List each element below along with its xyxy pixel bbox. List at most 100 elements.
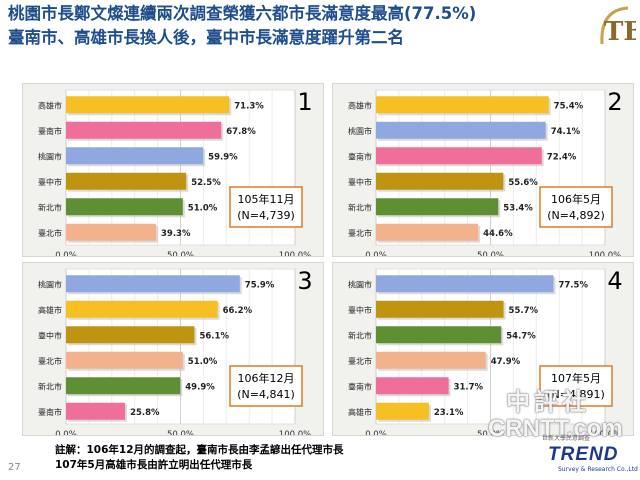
bar-臺中市 <box>66 326 195 344</box>
bar-高雄市 <box>66 96 230 114</box>
chart-2-svg: 高雄市 75.4% 桃園市 74.1% 臺南市 72.4% 臺中市 55.6% 新北市 53.4%… <box>348 88 623 256</box>
category-label: 新北市 <box>38 381 62 391</box>
bar-臺南市 <box>66 402 126 420</box>
value-label: 77.5% <box>558 280 588 290</box>
category-label: 臺北市 <box>348 228 372 238</box>
chart-4-svg: 桃園市 77.5% 臺中市 55.7% 新北市 54.7% 臺北市 47.9% 臺南市 31.7%… <box>348 267 623 435</box>
x-tick-label: 100.0% <box>589 251 621 256</box>
chart-panel-4: 桃園市 77.5% 臺中市 55.7% 新北市 54.7% 臺北市 47.9% 臺南市 31.7%… <box>332 262 634 436</box>
survey-date: 106年5月 <box>551 192 601 206</box>
category-label: 臺北市 <box>38 228 62 238</box>
category-label: 臺南市 <box>38 407 62 417</box>
value-label: 44.6% <box>483 229 513 239</box>
x-tick-label: 50.0% <box>477 251 504 256</box>
category-label: 臺中市 <box>38 177 62 187</box>
category-label: 新北市 <box>348 330 372 340</box>
survey-date-box <box>539 365 613 407</box>
survey-date-box <box>229 186 303 228</box>
panel-number: 1 <box>297 88 312 116</box>
page-title: 桃園市長鄭文燦連續兩次調查榮獲六都市長滿意度最高(77.5%) 臺南市、高雄市長… <box>8 2 598 50</box>
value-label: 67.8% <box>226 127 256 137</box>
value-label: 75.4% <box>554 101 584 111</box>
bar-新北市 <box>66 198 183 216</box>
watermark: 中評社 CRNTT.com <box>488 387 623 442</box>
bar-臺南市 <box>376 377 449 395</box>
category-label: 高雄市 <box>348 407 372 417</box>
value-label: 51.0% <box>188 203 218 213</box>
category-label: 臺南市 <box>348 381 372 391</box>
chart-panel-3: 桃園市 75.9% 高雄市 66.2% 臺中市 56.1% 臺北市 51.0% 新北市 49.9%… <box>22 262 324 436</box>
value-label: 71.3% <box>234 101 264 111</box>
x-tick-label: 0.0% <box>55 251 77 256</box>
bar-臺南市 <box>376 147 542 165</box>
chart-panel-1: 高雄市 71.3% 臺南市 67.8% 桃園市 59.9% 臺中市 52.5% 新北市 51.0%… <box>22 83 324 257</box>
trend-tagline: Survey & Research Co.,Ltd <box>558 466 638 473</box>
x-tick-label: 0.0% <box>365 251 387 256</box>
x-tick-label: 50.0% <box>477 430 504 435</box>
footnote: 註解：106年12月的調查起，臺南市長由李孟諺出任代理市長 107年5月高雄市長… <box>55 443 344 473</box>
bar-高雄市 <box>376 96 549 114</box>
value-label: 59.9% <box>208 152 238 162</box>
sample-size: (N=4,891) <box>547 388 605 401</box>
category-label: 臺北市 <box>348 356 372 366</box>
value-label: 56.1% <box>199 331 229 341</box>
page-number: 27 <box>8 462 21 473</box>
category-label: 臺中市 <box>348 177 372 187</box>
value-label: 25.8% <box>130 408 160 418</box>
logo-letters: TB <box>604 17 636 47</box>
panel-number: 3 <box>297 267 312 295</box>
bar-桃園市 <box>376 121 546 139</box>
value-label: 74.1% <box>551 127 581 137</box>
title-line-1: 桃園市長鄭文燦連續兩次調查榮獲六都市長滿意度最高(77.5%) <box>8 4 477 23</box>
x-tick-label: 50.0% <box>167 251 194 256</box>
value-label: 66.2% <box>223 306 253 316</box>
category-label: 臺南市 <box>348 151 372 161</box>
chart-panel-2: 高雄市 75.4% 桃園市 74.1% 臺南市 72.4% 臺中市 55.6% 新北市 53.4%… <box>332 83 634 257</box>
survey-date: 107年5月 <box>551 371 601 385</box>
category-label: 新北市 <box>38 202 62 212</box>
bar-新北市 <box>66 377 181 395</box>
value-label: 51.0% <box>188 357 218 367</box>
category-label: 臺南市 <box>38 126 62 136</box>
footnote-line-1: 註解：106年12月的調查起，臺南市長由李孟諺出任代理市長 <box>55 444 344 456</box>
value-label: 54.7% <box>506 331 536 341</box>
category-label: 新北市 <box>348 202 372 212</box>
bar-臺北市 <box>376 223 479 241</box>
value-label: 47.9% <box>491 357 521 367</box>
trend-wordmark: TREND <box>548 444 619 465</box>
x-tick-label: 100.0% <box>279 430 311 435</box>
title-line-2: 臺南市、高雄市長換人後，臺中市長滿意度躍升第二名 <box>8 28 404 47</box>
bar-桃園市 <box>66 147 204 165</box>
panel-number: 4 <box>607 267 622 295</box>
sample-size: (N=4,892) <box>547 209 605 222</box>
bar-新北市 <box>376 198 499 216</box>
chart-1-svg: 高雄市 71.3% 臺南市 67.8% 桃園市 59.9% 臺中市 52.5% 新北市 51.0%… <box>38 88 313 256</box>
watermark-line-1: 中評社 <box>506 387 590 416</box>
survey-credit: 世新大學民意調查 <box>542 435 591 442</box>
x-tick-label: 100.0% <box>589 430 621 435</box>
value-label: 31.7% <box>454 382 484 392</box>
x-tick-label: 0.0% <box>55 430 77 435</box>
value-label: 52.5% <box>191 178 221 188</box>
bar-臺北市 <box>376 351 486 369</box>
logo-icon: TB <box>600 6 636 47</box>
category-label: 高雄市 <box>38 305 62 315</box>
value-label: 55.6% <box>508 178 538 188</box>
bar-桃園市 <box>376 275 554 293</box>
category-label: 桃園市 <box>348 126 372 136</box>
category-label: 臺中市 <box>38 330 62 340</box>
x-tick-label: 50.0% <box>167 430 194 435</box>
category-label: 高雄市 <box>348 100 372 110</box>
survey-date-box <box>229 365 303 407</box>
sample-size: (N=4,739) <box>237 209 295 222</box>
chart-3-svg: 桃園市 75.9% 高雄市 66.2% 臺中市 56.1% 臺北市 51.0% 新北市 49.9%… <box>38 267 313 435</box>
bar-臺中市 <box>66 172 187 190</box>
bar-臺北市 <box>66 351 183 369</box>
category-label: 臺中市 <box>348 305 372 315</box>
survey-date-box <box>539 186 613 228</box>
bar-臺北市 <box>66 223 156 241</box>
bar-臺南市 <box>66 121 222 139</box>
bar-臺中市 <box>376 300 504 318</box>
category-label: 高雄市 <box>38 100 62 110</box>
category-label: 桃園市 <box>348 279 372 289</box>
